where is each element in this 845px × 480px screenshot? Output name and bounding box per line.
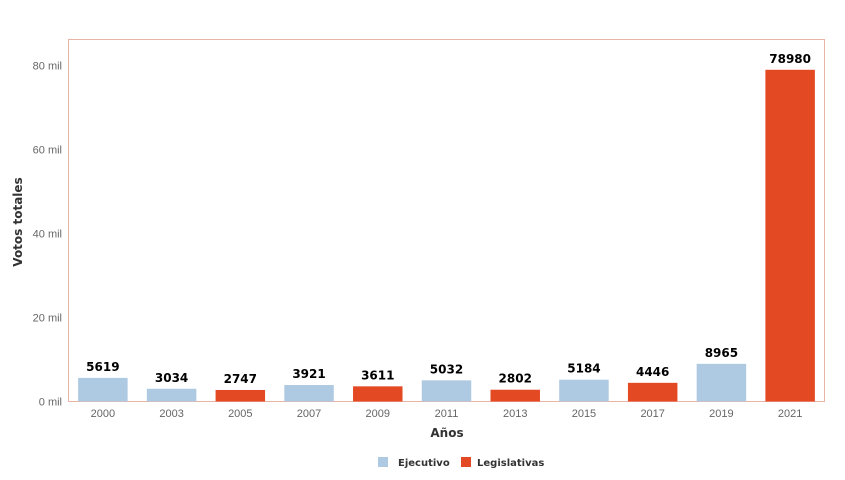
x-tick-label: 2007 [297, 408, 321, 420]
legend-swatch-ejecutivo [378, 457, 388, 467]
x-tick-label: 2013 [503, 408, 527, 420]
legend-label-legislativas: Legislativas [477, 458, 544, 469]
data-label: 3611 [361, 368, 394, 382]
legend-label-ejecutivo: Ejecutivo [398, 458, 450, 469]
data-label: 3921 [292, 367, 325, 381]
x-tick-label: 2015 [572, 408, 596, 420]
bar-2011 [421, 380, 472, 402]
y-tick-label: 0 mil [39, 397, 62, 409]
x-tick-label: 2003 [159, 408, 183, 420]
bar-2003 [146, 388, 197, 402]
x-axis-title: Años [430, 426, 463, 440]
bars [78, 69, 815, 402]
bar-2017 [627, 382, 678, 402]
x-tick-label: 2019 [709, 408, 733, 420]
data-label: 3034 [155, 371, 188, 385]
x-tick-label: 2017 [640, 408, 664, 420]
data-label: 5032 [430, 362, 463, 376]
x-tick-label: 2000 [91, 408, 115, 420]
bar-2015 [559, 379, 609, 402]
bar-2009 [353, 386, 403, 402]
y-tick-label: 60 mil [33, 145, 62, 157]
bar-2007 [284, 385, 334, 402]
bar-2005 [215, 389, 266, 402]
bar-2000 [78, 377, 128, 402]
y-axis-title: Votos totales [11, 177, 25, 266]
y-axis: 0 mil 20 mil 40 mil 60 mil 80 mil [33, 61, 62, 409]
data-label: 78980 [769, 52, 811, 66]
y-tick-label: 40 mil [33, 229, 62, 241]
x-tick-label: 2021 [778, 408, 802, 420]
bar-2019 [696, 363, 747, 402]
y-tick-label: 20 mil [33, 313, 62, 325]
data-label: 5184 [567, 362, 600, 376]
x-tick-label: 2011 [435, 408, 459, 420]
bar-2021 [765, 69, 815, 402]
bar-2013 [490, 389, 540, 402]
x-tick-label: 2005 [228, 408, 252, 420]
data-label: 8965 [705, 346, 738, 360]
legend-swatch-legislativas [461, 457, 471, 467]
x-tick-label: 2009 [366, 408, 390, 420]
data-labels: 5619 3034 2747 3921 3611 5032 2802 5184 4446 8965… [86, 52, 811, 386]
data-label: 5619 [86, 360, 119, 374]
data-label: 2802 [499, 372, 532, 386]
data-label: 4446 [636, 365, 669, 379]
legend: Ejecutivo Legislativas [378, 457, 544, 469]
data-label: 2747 [224, 372, 257, 386]
x-axis: 2000 2003 2005 2007 2009 2011 2013 2015 2017 2019… [91, 408, 803, 420]
y-tick-label: 80 mil [33, 61, 62, 73]
